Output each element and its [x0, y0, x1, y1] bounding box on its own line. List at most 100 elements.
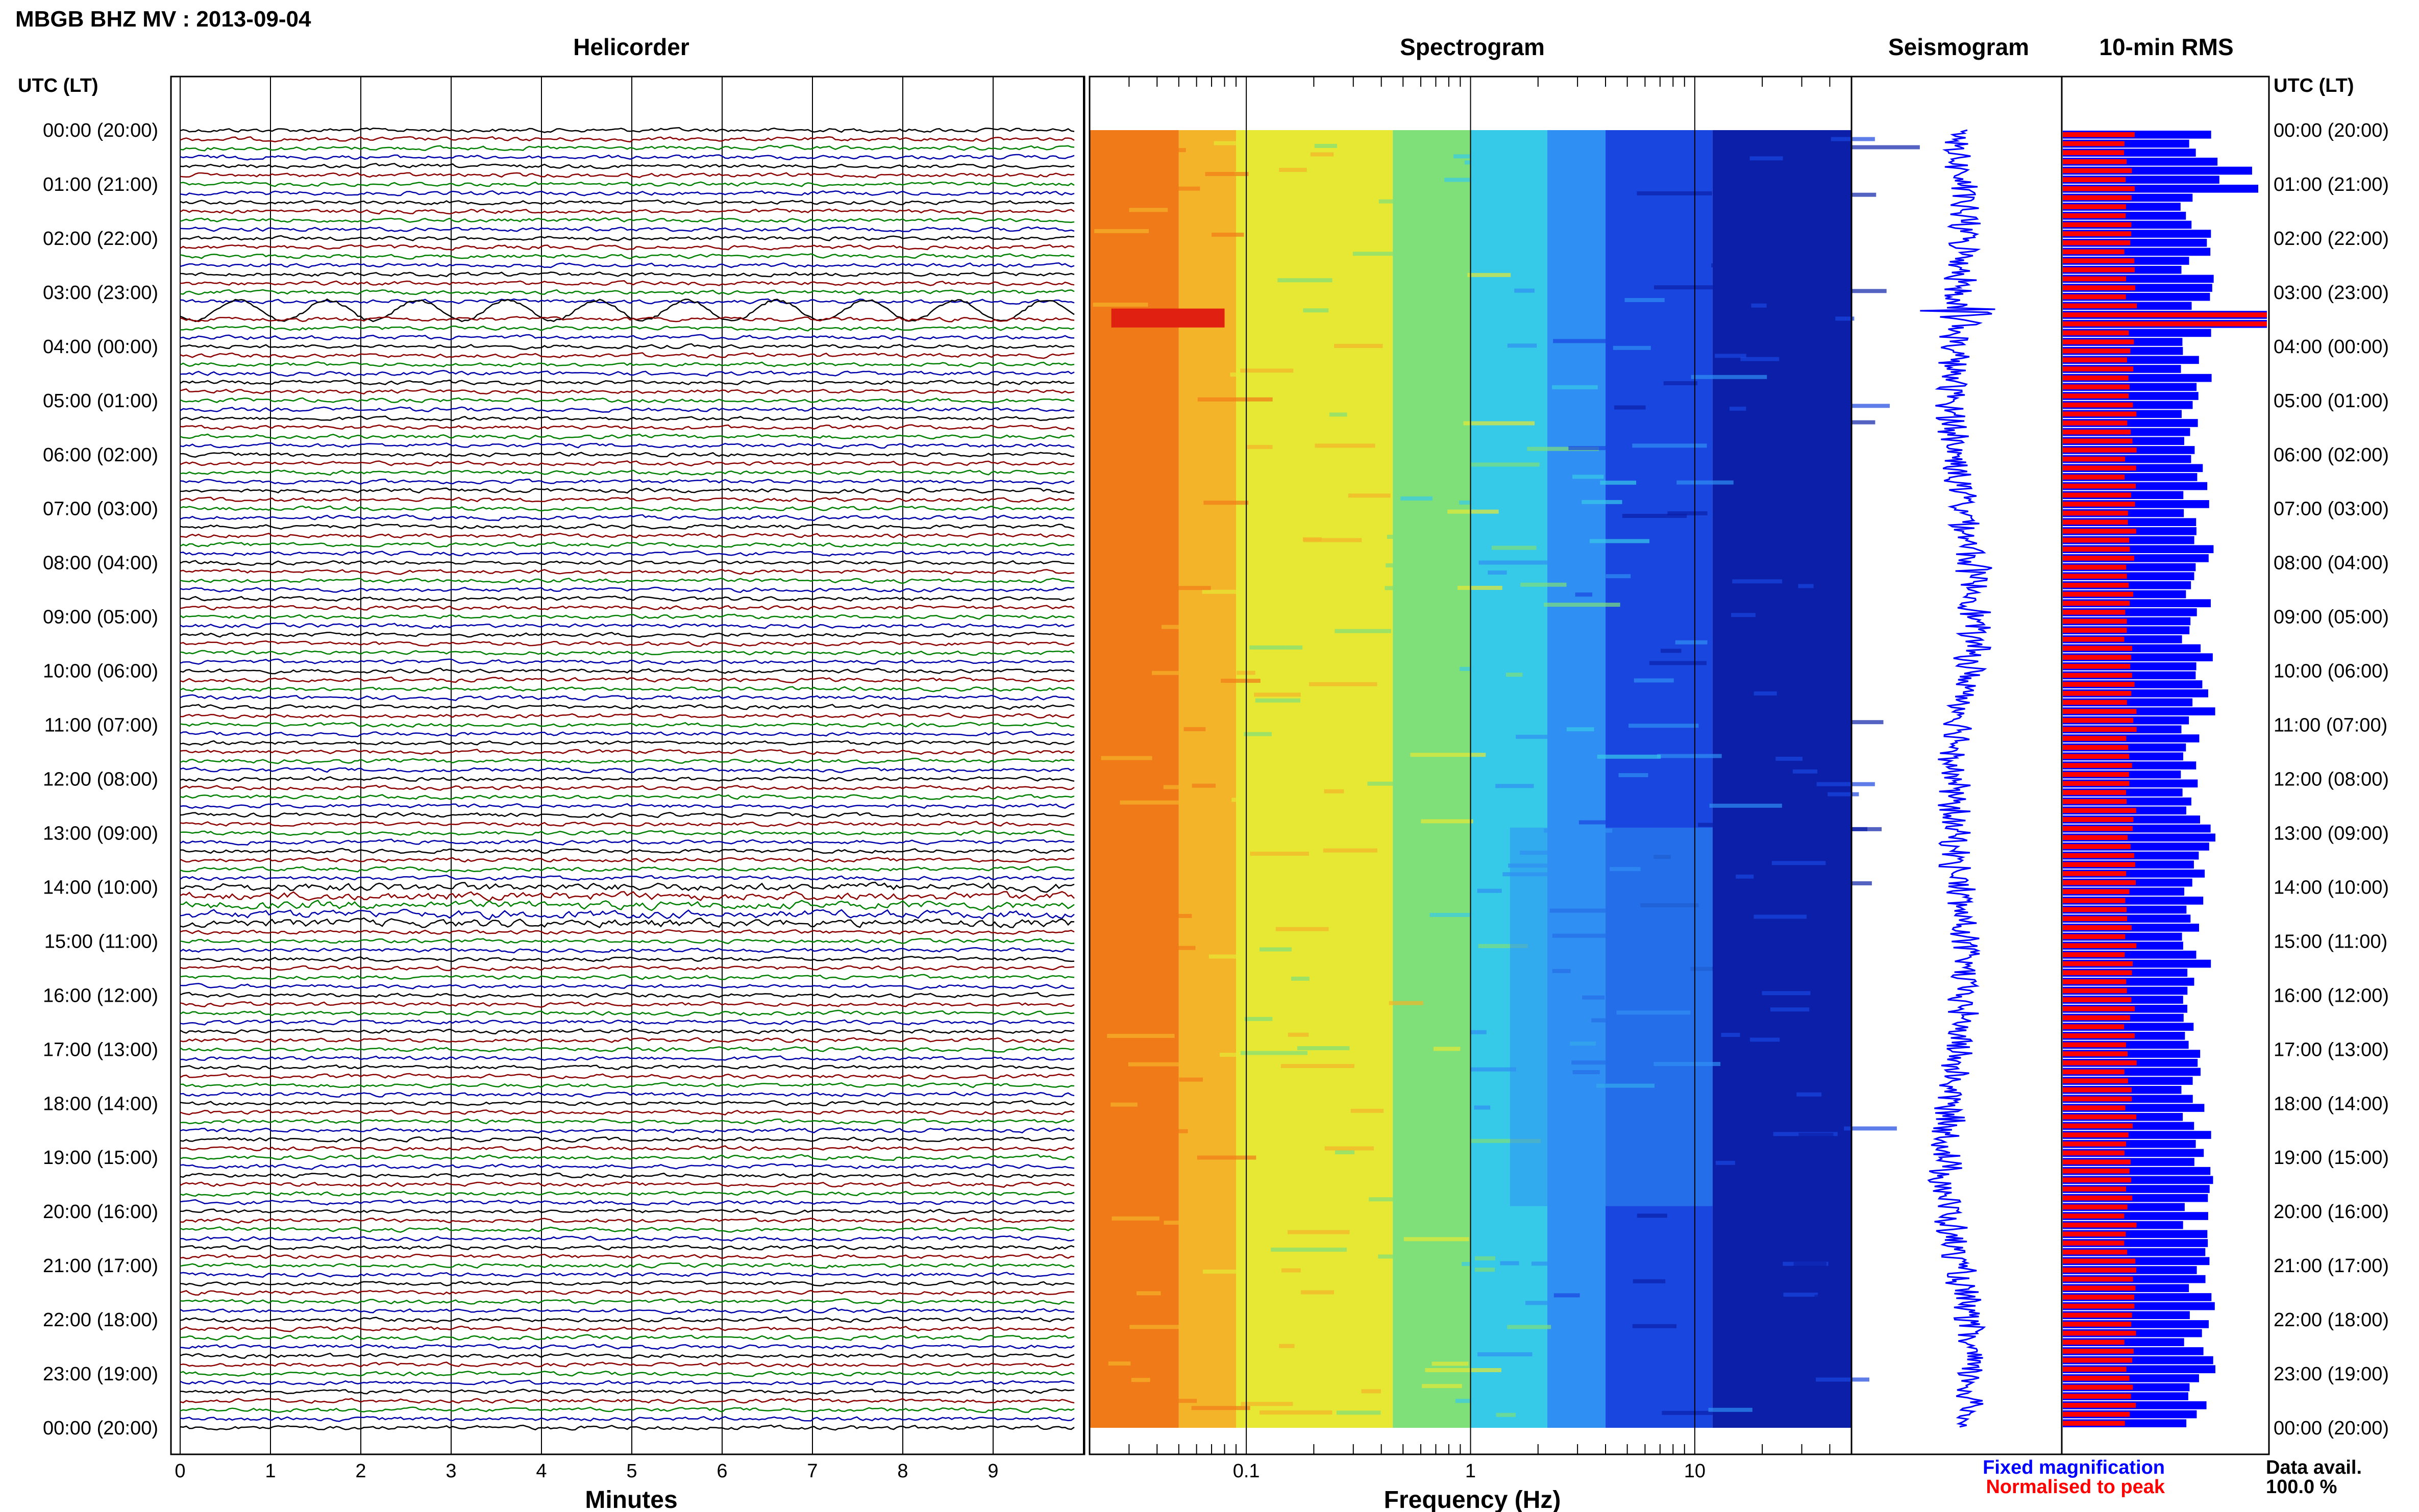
spectrogram-band	[1606, 130, 1713, 1428]
helicorder-trace	[180, 1046, 1075, 1053]
time-label-right: 17:00 (13:00)	[2274, 1039, 2389, 1060]
spectrogram-noise	[1433, 1047, 1461, 1051]
helicorder-trace	[180, 881, 1075, 893]
helicorder-trace	[180, 1037, 1075, 1044]
helicorder-trace	[180, 974, 1075, 981]
spectrogram-noise	[1844, 1126, 1897, 1131]
spectrogram-noise	[1763, 1187, 1837, 1192]
spectrogram-noise	[1120, 537, 1176, 542]
spectrogram-noise	[1119, 388, 1167, 393]
helicorder-trace	[180, 541, 1075, 548]
helicorder-trace	[180, 1136, 1075, 1143]
spectrogram-noise	[1589, 539, 1650, 543]
spectrogram-noise	[1385, 586, 1414, 590]
rms-bar-normalised	[2063, 1357, 2133, 1363]
rms-bar-normalised	[2063, 1024, 2125, 1029]
rms-bar-normalised	[2063, 1159, 2131, 1164]
rms-bar-normalised	[2063, 1249, 2128, 1255]
time-label-right: 02:00 (22:00)	[2274, 228, 2389, 250]
helicorder-trace	[180, 631, 1075, 638]
rms-frame	[2061, 76, 2270, 1455]
spectrogram-noise	[1835, 316, 1855, 321]
spectrogram-noise	[1803, 192, 1877, 197]
spectrogram-noise	[1850, 404, 1890, 408]
spectrogram-noise	[1715, 1160, 1735, 1165]
helicorder-trace	[180, 442, 1075, 449]
spectrogram-noise	[1303, 538, 1362, 542]
helicorder-trace	[180, 1208, 1075, 1215]
time-label-left: 00:00 (20:00)	[43, 120, 158, 141]
rms-bar-normalised	[2063, 1042, 2126, 1048]
helicorder-trace	[180, 478, 1075, 485]
rms-bar-normalised	[2063, 1403, 2136, 1408]
rms-bar-normalised	[2063, 1322, 2132, 1327]
rms-bar-normalised	[2063, 213, 2126, 218]
rms-bar-normalised	[2063, 429, 2131, 435]
rms-bar-normalised	[2063, 1195, 2133, 1201]
spectrogram-noise	[1166, 148, 1186, 153]
helicorder-trace	[180, 1379, 1075, 1386]
spectrogram-noise	[1279, 167, 1307, 172]
spectrogram-noise	[1762, 991, 1811, 996]
helicorder-panel	[170, 76, 1085, 1455]
rms-bar-normalised	[2063, 330, 2129, 336]
spectrogram-noise	[1323, 848, 1377, 853]
helicorder-trace	[180, 136, 1075, 143]
spectrogram-noise	[1525, 1301, 1562, 1305]
spectrogram-noise	[1488, 570, 1507, 575]
rms-bar-normalised	[2063, 663, 2131, 669]
rms-bar-normalised	[2063, 564, 2127, 570]
spectrogram-noise	[1250, 851, 1309, 856]
spectrogram-noise	[1721, 1032, 1740, 1037]
helicorder-trace	[180, 298, 1075, 323]
rms-bar-normalised	[2063, 483, 2136, 489]
rms-bar-normalised	[2063, 574, 2127, 579]
helicorder-trace	[180, 172, 1075, 179]
rms-bar-normalised	[2063, 1376, 2130, 1381]
helicorder-trace	[180, 424, 1075, 431]
helicorder-trace	[180, 586, 1075, 593]
spectrogram-noise	[1754, 691, 1777, 696]
time-label-left: 23:00 (19:00)	[43, 1364, 158, 1385]
rms-bar-normalised	[2063, 781, 2130, 786]
helicorder-trace	[180, 352, 1075, 359]
spectrogram-noise	[1818, 420, 1875, 425]
rms-bar-normalised	[2063, 1123, 2133, 1129]
data-avail-label: Data avail.	[2266, 1457, 2362, 1478]
spectrogram-noise	[1708, 1407, 1752, 1412]
helicorder-trace	[180, 731, 1075, 737]
rms-bar-normalised	[2063, 240, 2131, 245]
helicorder-trace	[180, 992, 1075, 999]
spectrogram-noise	[1179, 1077, 1203, 1082]
frequency-axis-label: Frequency (Hz)	[1384, 1486, 1561, 1512]
spectrogram-noise	[1128, 1062, 1189, 1067]
spectrogram-noise	[1279, 1344, 1295, 1348]
rms-bar-normalised	[2063, 772, 2129, 777]
rms-bar-normalised	[2063, 448, 2137, 453]
spectrogram-noise	[1205, 171, 1249, 176]
spectrogram-noise	[1275, 927, 1329, 931]
spectrogram-noise	[1152, 671, 1221, 675]
rms-bar-normalised	[2063, 339, 2134, 344]
spectrogram-noise	[1310, 152, 1334, 157]
time-label-left: 20:00 (16:00)	[43, 1201, 158, 1223]
time-label-right: 20:00 (16:00)	[2274, 1201, 2389, 1223]
spectrogram-noise	[1715, 354, 1746, 358]
helicorder-trace	[180, 821, 1075, 827]
helicorder-trace	[180, 1298, 1075, 1305]
spectrogram-noise	[1453, 154, 1510, 159]
helicorder-trace	[180, 452, 1074, 458]
rms-bar-normalised	[2063, 609, 2126, 615]
helicorder-trace	[180, 1100, 1075, 1106]
rms-bar-normalised	[2063, 1078, 2128, 1083]
spectrogram-noise	[1829, 827, 1868, 831]
spectrogram-noise	[1726, 231, 1783, 235]
spectrogram-noise	[1240, 368, 1294, 373]
time-label-right: 07:00 (03:00)	[2274, 499, 2389, 520]
spectrogram-band	[1178, 130, 1237, 1428]
helicorder-trace	[180, 1001, 1075, 1008]
spectrogram-noise	[1614, 405, 1646, 410]
spectrogram-noise	[1143, 186, 1200, 191]
helicorder-trace	[180, 857, 1075, 863]
rms-bar-normalised	[2063, 1213, 2125, 1219]
